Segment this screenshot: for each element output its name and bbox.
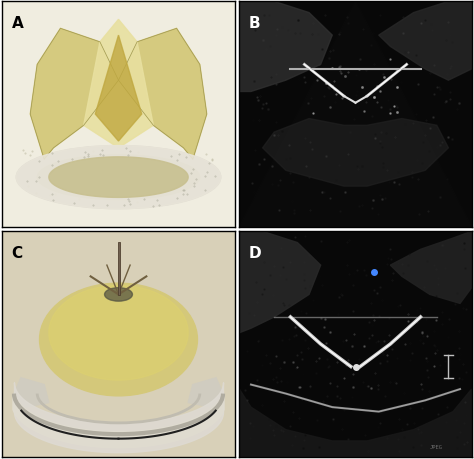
Polygon shape [239,2,332,92]
Polygon shape [379,2,472,81]
Polygon shape [49,157,188,198]
Polygon shape [118,29,207,160]
Polygon shape [95,36,142,142]
Text: JPEG: JPEG [430,444,443,449]
Polygon shape [239,232,320,333]
Polygon shape [30,29,118,160]
Polygon shape [239,2,472,227]
Polygon shape [390,232,472,304]
Ellipse shape [49,286,188,380]
Polygon shape [263,119,448,187]
Text: B: B [249,16,260,31]
Polygon shape [13,394,224,448]
Text: A: A [12,16,23,31]
Polygon shape [239,389,472,457]
Text: D: D [249,245,261,260]
Ellipse shape [105,288,132,302]
Polygon shape [188,378,223,407]
Polygon shape [14,378,49,407]
Ellipse shape [37,155,200,200]
Ellipse shape [16,146,221,209]
Polygon shape [17,146,221,209]
Ellipse shape [39,284,198,396]
Polygon shape [83,20,153,149]
Text: C: C [12,245,23,260]
